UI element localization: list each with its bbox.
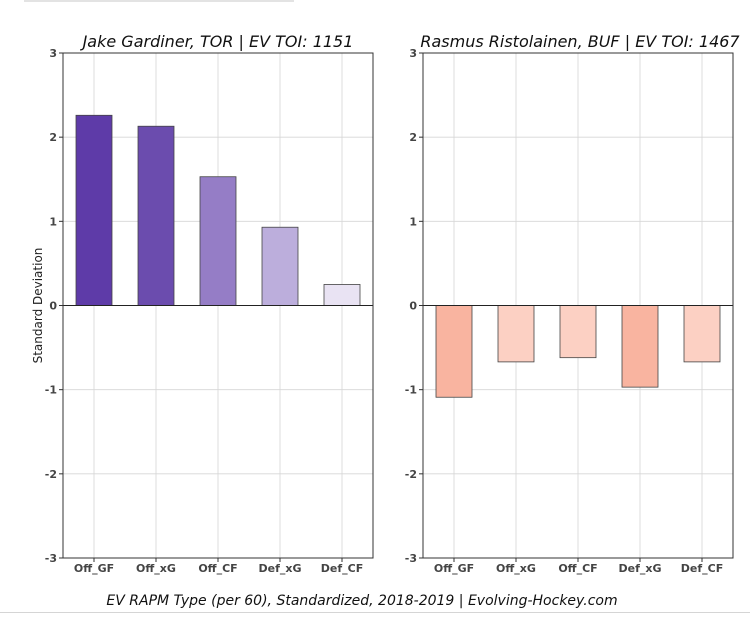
bar-def-cf (323, 284, 361, 306)
panel-gardiner: 3 2 1 0 -1 -2 -3 Off_GF Off_xG Off_CF Def_xG Def_CF… (31, 32, 374, 575)
y-axis-label: Standard Deviation (31, 248, 45, 364)
x-tick-label: Def_xG (618, 562, 661, 575)
y-tick-label: 2 (409, 131, 417, 144)
x-tick-label: Off_GF (434, 562, 474, 575)
y-tick-label: -1 (405, 384, 417, 397)
x-tick-label: Off_GF (74, 562, 114, 575)
bar-def-cf (683, 305, 721, 363)
y-tick-label: 1 (49, 215, 57, 228)
panel-title: Jake Gardiner, TOR | EV TOI: 1151 (80, 32, 354, 51)
x-tick-label: Def_CF (681, 562, 723, 575)
x-tick-label: Off_CF (558, 562, 597, 575)
figure-caption: EV RAPM Type (per 60), Standardized, 201… (106, 593, 617, 609)
y-tick-label: -2 (405, 468, 417, 481)
x-tick-label: Off_CF (198, 562, 237, 575)
panel-title: Rasmus Ristolainen, BUF | EV TOI: 1467 (420, 32, 740, 51)
bar-off-cf (199, 176, 237, 306)
bar-off-xg (497, 305, 535, 363)
top-rule (24, 0, 294, 2)
y-tick-label: 2 (49, 131, 57, 144)
bar-off-gf (75, 114, 113, 306)
y-tick-label: -1 (45, 384, 57, 397)
y-tick-label: -3 (45, 552, 57, 565)
x-tick-label: Def_xG (258, 562, 301, 575)
x-tick-label: Off_xG (136, 562, 176, 575)
y-tick-label: -3 (405, 552, 417, 565)
x-tick-label: Off_xG (496, 562, 536, 575)
x-tick-label: Def_CF (321, 562, 363, 575)
y-tick-label: 0 (409, 300, 417, 313)
bar-off-xg (137, 125, 175, 306)
bar-def-xg (261, 226, 299, 306)
bottom-rule (0, 612, 750, 613)
bar-off-gf (435, 305, 473, 398)
bar-off-cf (559, 305, 597, 359)
y-tick-label: 3 (409, 47, 417, 60)
y-tick-label: 1 (409, 215, 417, 228)
panel-ristolainen: 3 2 1 0 -1 -2 -3 Off_GF Off_xG Off_CF Def_xG Def_CF… (405, 32, 741, 575)
y-tick-label: -2 (45, 468, 57, 481)
y-tick-label: 0 (49, 300, 57, 313)
bar-def-xg (621, 305, 659, 388)
y-tick-label: 3 (49, 47, 57, 60)
